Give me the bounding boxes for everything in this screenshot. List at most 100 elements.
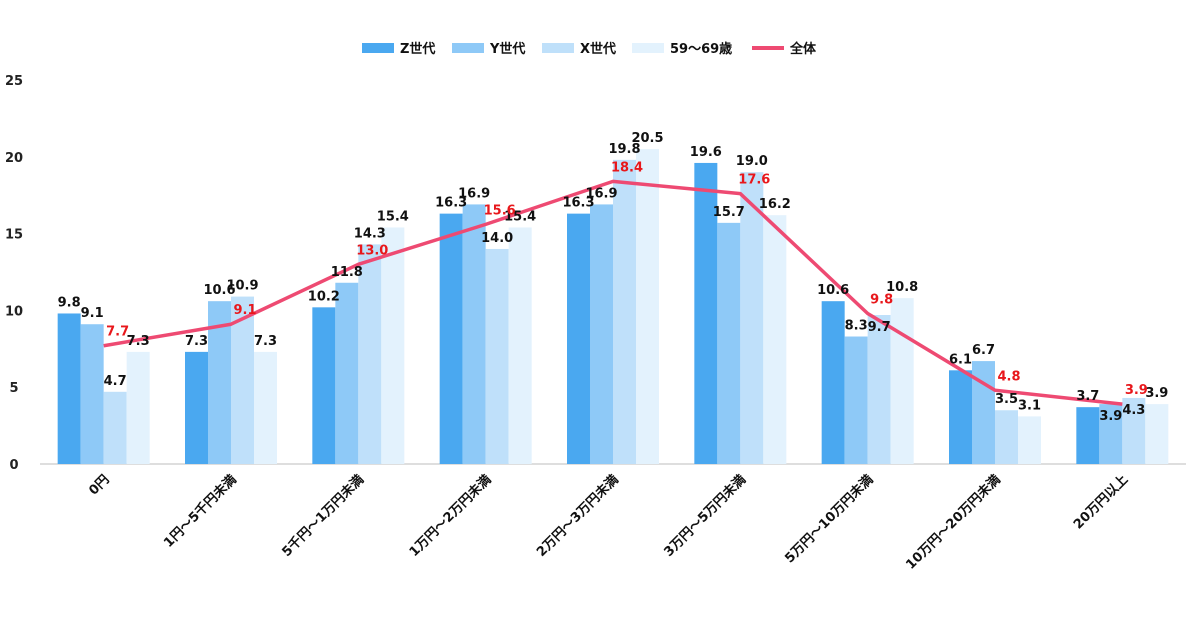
category-label: 1円～5千円未満 (161, 472, 240, 551)
bar (1076, 407, 1100, 464)
bar-value-label: 14.3 (354, 226, 386, 241)
category-labels: 0円 1円～5千円未満 5千円～1万円未満 1万円～2万円未満 2万円～3万円未満 3万円… (86, 472, 1131, 573)
bar (590, 204, 613, 464)
bar-value-label: 19.8 (608, 142, 640, 157)
legend-swatch (362, 43, 394, 53)
bar-value-label: 19.0 (736, 154, 768, 169)
bar-value-label: 20.5 (631, 131, 663, 146)
category-label: 10万円～20万円未満 (903, 472, 1004, 573)
legend-label: Z世代 (400, 41, 435, 57)
bar (485, 248, 509, 464)
bar-value-label: 11.8 (331, 265, 363, 280)
bar-value-label: 7.3 (185, 334, 208, 349)
bar (462, 204, 486, 464)
bar (57, 313, 81, 464)
bar-value-label: 3.5 (995, 392, 1018, 407)
bar-value-label: 6.7 (972, 343, 995, 358)
bar (439, 213, 463, 464)
bar (1122, 397, 1146, 464)
bar-value-label: 10.9 (226, 279, 258, 294)
bar (867, 315, 891, 464)
bar (636, 149, 659, 464)
y-tick-label: 15 (5, 228, 23, 243)
bar-value-label: 3.9 (1145, 386, 1168, 401)
y-tick-label: 10 (5, 304, 23, 319)
data-labels: 9.89.14.77.37.77.310.610.97.39.110.211.8… (58, 131, 1169, 424)
bar (508, 227, 532, 464)
legend-swatch (452, 43, 484, 53)
category-label: 5万円～10万円未満 (782, 472, 877, 567)
bar-value-label: 15.7 (713, 205, 745, 220)
y-tick-label: 5 (9, 381, 18, 396)
bar (949, 370, 972, 464)
bar (231, 296, 254, 464)
bar (381, 227, 405, 464)
bar-value-label: 4.7 (104, 374, 127, 389)
bar-value-label: 3.9 (1099, 409, 1122, 424)
legend-label: X世代 (580, 41, 616, 57)
bar (995, 410, 1018, 464)
category-label: 3万円～5万円未満 (661, 472, 749, 560)
total-value-label: 3.9 (1125, 383, 1148, 398)
bars (57, 149, 1169, 464)
bar-value-label: 15.4 (377, 209, 409, 224)
bar (890, 298, 914, 464)
bar (185, 351, 208, 464)
legend-label: 59～69歳 (670, 41, 732, 57)
category-label: 20万円以上 (1071, 472, 1131, 532)
bar (312, 307, 336, 464)
total-value-label: 18.4 (611, 160, 643, 175)
bar (763, 215, 787, 464)
bar (740, 172, 764, 464)
bar-value-label: 14.0 (481, 231, 513, 246)
bar-value-label: 16.3 (562, 196, 594, 211)
bar (335, 282, 359, 464)
bar-value-label: 3.1 (1018, 398, 1041, 413)
bar (1145, 404, 1169, 464)
bar-value-label: 7.3 (254, 334, 277, 349)
bar (208, 301, 231, 464)
total-value-label: 9.1 (233, 303, 256, 318)
bar (254, 351, 277, 464)
y-tick-label: 25 (5, 74, 23, 89)
legend-swatch (632, 43, 664, 53)
legend-label: 全体 (789, 41, 817, 57)
total-series-line (103, 179, 1123, 406)
bar-value-label: 10.2 (308, 289, 340, 304)
bar-value-label: 19.6 (690, 145, 722, 160)
bar-value-label: 16.3 (435, 196, 467, 211)
bar-value-label: 8.3 (845, 319, 868, 334)
bar (821, 301, 845, 464)
bar (717, 222, 741, 464)
total-value-label: 7.7 (106, 325, 129, 340)
bar (358, 244, 382, 464)
category-label: 0円 (86, 472, 112, 498)
category-label: 2万円～3万円未満 (533, 472, 621, 560)
bar (1018, 416, 1041, 464)
total-value-label: 13.0 (356, 243, 388, 258)
y-tick-label: 0 (9, 458, 18, 473)
bar (80, 324, 104, 464)
bar-value-label: 10.6 (203, 283, 235, 298)
bar (1099, 404, 1123, 464)
bar-value-label: 7.3 (127, 334, 150, 349)
bar (567, 213, 590, 464)
bar (613, 159, 636, 464)
bar (844, 336, 868, 464)
bar-value-label: 10.6 (817, 283, 849, 298)
legend-swatch (542, 43, 574, 53)
bar-value-label: 16.9 (458, 186, 490, 201)
total-value-label: 17.6 (738, 173, 770, 188)
bar (126, 351, 150, 464)
total-value-label: 9.8 (870, 292, 893, 307)
bar-value-label: 4.3 (1122, 403, 1145, 418)
bar-value-label: 9.7 (868, 320, 891, 335)
total-value-label: 4.8 (997, 369, 1020, 384)
bar-value-label: 16.9 (585, 186, 617, 201)
bar-value-label: 6.1 (949, 352, 972, 367)
legend: Z世代 Y世代 X世代 59～69歳 全体 (362, 41, 817, 57)
bar (103, 391, 127, 464)
total-line (103, 179, 1123, 406)
y-axis: 0 5 10 15 20 25 (5, 74, 23, 473)
